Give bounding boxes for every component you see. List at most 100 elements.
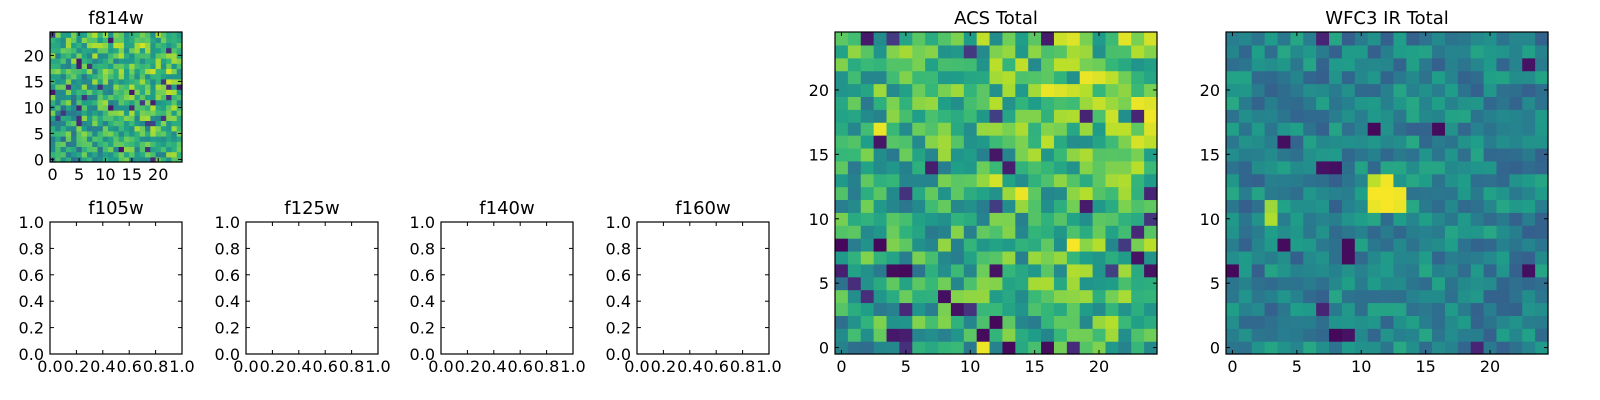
heatmap-cell	[1015, 199, 1029, 213]
heatmap-cell	[160, 151, 167, 158]
x-tick-label: 0.6	[312, 357, 337, 376]
heatmap-cell	[166, 42, 173, 49]
heatmap-cell	[1341, 160, 1356, 175]
heatmap-cell	[1079, 96, 1094, 110]
heatmap-cell	[1419, 250, 1433, 265]
heatmap-cell	[76, 104, 83, 111]
heatmap-cell	[963, 109, 978, 123]
heatmap-cell	[963, 238, 978, 252]
heatmap-cell	[123, 130, 130, 137]
heatmap-cell	[873, 238, 888, 252]
heatmap-cell	[92, 42, 99, 49]
heatmap-cell	[1316, 173, 1330, 188]
heatmap-cell	[1002, 70, 1016, 85]
heatmap-cell	[989, 83, 1004, 97]
heatmap-cell	[1522, 32, 1536, 46]
heatmap-cell	[1238, 109, 1253, 123]
heatmap-cell	[1079, 315, 1094, 329]
heatmap-cell	[1329, 341, 1343, 355]
heatmap-cell	[65, 141, 72, 147]
heatmap-cell	[1066, 57, 1081, 72]
heatmap-cell	[860, 302, 875, 316]
heatmap-cell	[86, 125, 93, 132]
heatmap-cell	[123, 63, 130, 69]
heatmap-cell	[160, 110, 167, 116]
heatmap-cell	[171, 47, 178, 54]
heatmap-cell	[1432, 276, 1446, 291]
heatmap-cell	[76, 130, 83, 137]
heatmap-cell	[1535, 135, 1549, 149]
heatmap-cell	[1092, 109, 1107, 123]
heatmap-cell	[1496, 160, 1510, 175]
heatmap-cell	[976, 212, 991, 226]
heatmap-cell	[1015, 135, 1029, 149]
heatmap-cell	[1015, 83, 1029, 97]
heatmap-cell	[912, 212, 926, 226]
heatmap-cell	[71, 130, 77, 137]
heatmap-cell	[81, 146, 88, 153]
y-tick-label: 5	[819, 274, 829, 293]
heatmap-cell	[50, 84, 56, 90]
heatmap-cell	[81, 115, 88, 121]
heatmap-cell	[963, 341, 978, 355]
heatmap-cell	[102, 151, 109, 158]
heatmap-cell	[118, 52, 125, 59]
heatmap-cell	[160, 78, 167, 85]
heatmap-cell	[1131, 70, 1145, 85]
heatmap-cell	[1015, 263, 1029, 278]
heatmap-cell	[1303, 83, 1317, 97]
heatmap-cell	[65, 73, 72, 80]
heatmap-cell	[160, 94, 167, 101]
heatmap-cell	[166, 78, 173, 85]
heatmap-cell	[1393, 122, 1407, 136]
heatmap-cell	[1053, 225, 1068, 239]
heatmap-cell	[860, 328, 875, 342]
heatmap-cell	[81, 141, 88, 147]
heatmap-cell	[97, 63, 104, 69]
heatmap-cell	[1316, 186, 1330, 201]
heatmap-cell	[1496, 276, 1510, 291]
heatmap-cell	[123, 156, 130, 163]
heatmap-cell	[1329, 289, 1343, 304]
heatmap-cell	[1238, 135, 1253, 149]
heatmap-cell	[1041, 57, 1055, 72]
heatmap-cell	[1118, 238, 1132, 252]
heatmap-cell	[1535, 44, 1549, 59]
heatmap-cell	[1226, 57, 1240, 72]
heatmap-cell	[1053, 289, 1068, 304]
heatmap-cell	[76, 52, 83, 59]
heatmap-cell	[1105, 315, 1119, 329]
heatmap-cell	[1251, 186, 1266, 201]
heatmap-cell	[1406, 32, 1420, 46]
heatmap-cell	[1406, 57, 1420, 72]
heatmap-cell	[1432, 341, 1446, 355]
heatmap-cell	[139, 136, 146, 142]
x-tick-label: 5	[74, 165, 84, 184]
heatmap-cell	[1393, 135, 1407, 149]
heatmap-cell	[873, 147, 888, 162]
heatmap-cell	[118, 151, 125, 158]
heatmap-cell	[150, 141, 157, 147]
heatmap-cell	[1522, 109, 1536, 123]
heatmap-cell	[1522, 186, 1536, 201]
heatmap-cell	[134, 94, 141, 101]
heatmap-cell	[1105, 328, 1119, 342]
heatmap-cell	[860, 186, 875, 201]
heatmap-cell	[886, 96, 900, 110]
heatmap-cell	[1131, 44, 1145, 59]
heatmap-cell	[1393, 83, 1407, 97]
heatmap-cell	[1066, 122, 1081, 136]
heatmap-cell	[55, 120, 62, 127]
heatmap-cell	[1251, 70, 1266, 85]
heatmap-cell	[1131, 225, 1145, 239]
heatmap-cell	[1444, 109, 1459, 123]
heatmap-cell	[938, 276, 952, 291]
heatmap-cell	[92, 84, 99, 90]
heatmap-cell	[1419, 160, 1433, 175]
heatmap-cell	[97, 156, 104, 163]
heatmap-cell	[873, 225, 888, 239]
heatmap-cell	[886, 44, 900, 59]
heatmap-cell	[176, 120, 183, 127]
heatmap-cell	[129, 146, 136, 153]
heatmap-cell	[1002, 315, 1016, 329]
